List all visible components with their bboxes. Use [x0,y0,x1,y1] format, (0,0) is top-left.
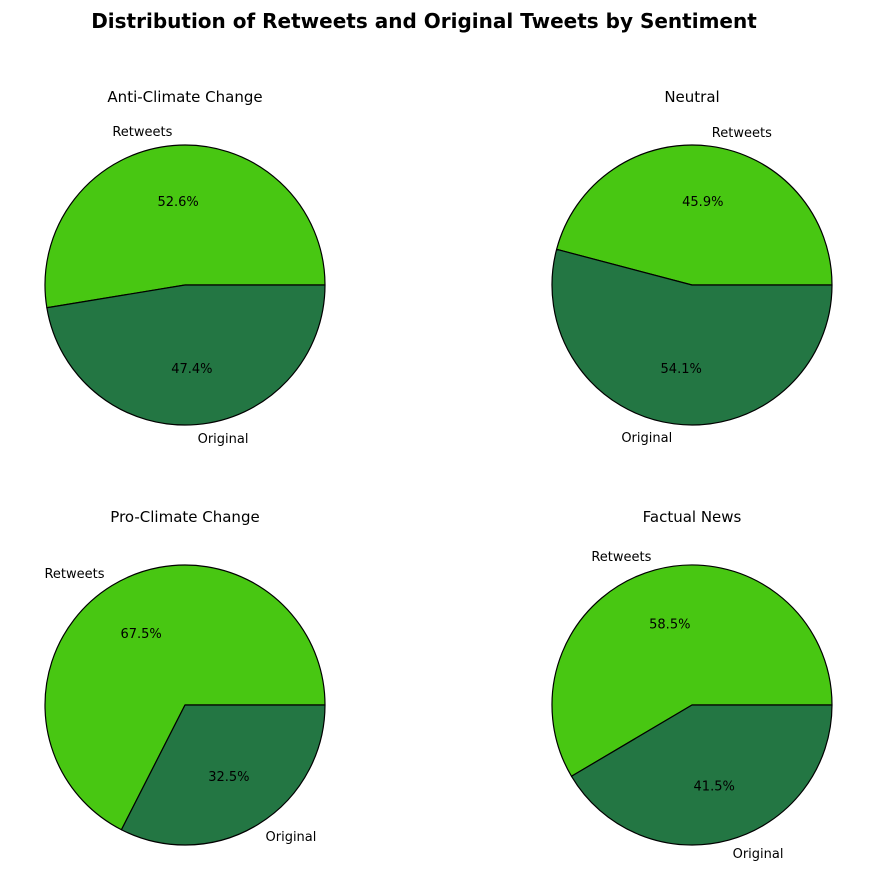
figure-title: Distribution of Retweets and Original Tw… [91,9,757,33]
pie-percent-label: 47.4% [171,362,212,377]
pie-pro-climate-change: Pro-Climate Change 67.5% Retweets 32.5% Ori… [44,508,326,846]
pie-percent-label: 41.5% [694,780,735,795]
pie-title: Neutral [664,88,719,106]
pie-category-label: Original [621,431,672,446]
pie-factual-news: Factual News 58.5% Retweets 41.5% Original [551,508,833,862]
pie-percent-label: 67.5% [120,627,161,642]
pie-anti-climate-change: Anti-Climate Change 52.6% Retweets 47.4% Or… [44,88,326,447]
pie-category-label: Retweets [112,125,172,140]
pie-slice-retweets [44,144,326,309]
pie-slice-retweets [551,564,833,777]
pie-slice-original [551,248,833,426]
pie-percent-label: 45.9% [682,195,723,210]
pie-percent-label: 32.5% [208,770,249,785]
pie-category-label: Original [198,432,249,447]
pie-slice-original [570,704,833,846]
pie-title: Factual News [643,508,742,526]
pie-slice-retweets [44,564,326,831]
pie-percent-label: 58.5% [649,618,690,633]
pie-category-label: Original [733,847,784,862]
pie-slice-original [120,704,326,846]
pie-category-label: Retweets [44,567,104,582]
pie-title: Pro-Climate Change [110,508,259,526]
pie-percent-label: 52.6% [157,195,198,210]
pie-slice-original [46,284,326,426]
pie-category-label: Retweets [712,126,772,141]
pie-slice-retweets [556,144,833,286]
pie-percent-label: 54.1% [661,362,702,377]
pie-category-label: Retweets [591,550,651,565]
pie-neutral: Neutral 45.9% Retweets 54.1% Original [551,88,833,446]
pie-category-label: Original [266,830,317,845]
pie-title: Anti-Climate Change [107,88,262,106]
